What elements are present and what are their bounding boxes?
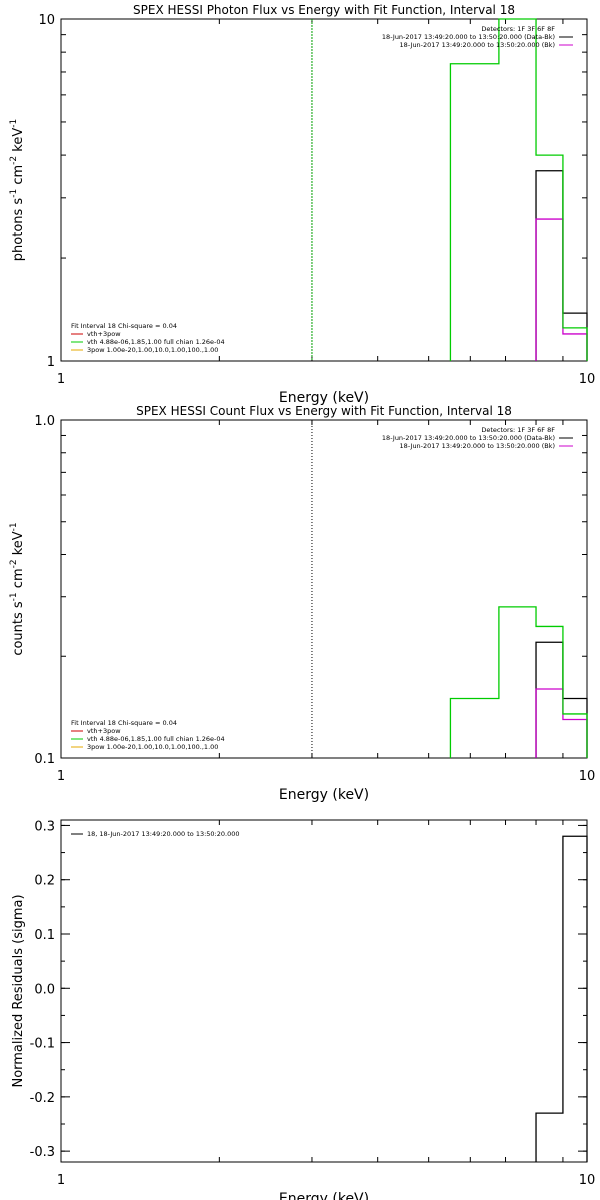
legend-entry-text: vth+3pow bbox=[87, 330, 121, 338]
legend-entry-text: 3pow 1.00e-20,1.00,10.0,1.00,100.,1.00 bbox=[87, 346, 218, 354]
chart-panel-2: SPEX HESSI Count Flux vs Energy with Fit… bbox=[9, 404, 595, 803]
series-line-3 bbox=[449, 18, 588, 361]
y-tick-label: 1 bbox=[47, 355, 55, 370]
y-tick-label: 10 bbox=[38, 13, 55, 28]
series-line-3 bbox=[449, 606, 588, 758]
plot-frame bbox=[60, 819, 588, 1163]
y-tick-label: 0.0 bbox=[34, 982, 55, 997]
legend-entry-text: vth+3pow bbox=[87, 727, 121, 735]
x-tick-label: 1 bbox=[57, 769, 65, 784]
plot-frame bbox=[60, 18, 588, 362]
plot-frame bbox=[60, 419, 588, 759]
legend-entry-text: vth 4.88e-06,1.85,1.00 full chian 1.26e-… bbox=[87, 338, 225, 346]
chart-title: SPEX HESSI Photon Flux vs Energy with Fi… bbox=[133, 3, 515, 17]
x-tick-label: 1 bbox=[57, 1173, 65, 1188]
y-tick-label: 1.0 bbox=[34, 414, 55, 429]
x-axis-label: Energy (keV) bbox=[279, 1191, 369, 1200]
y-tick-label: 0.1 bbox=[34, 752, 55, 767]
y-tick-label: -0.2 bbox=[30, 1091, 55, 1106]
legend-entry-text: 18-Jun-2017 13:49:20.000 to 13:50:20.000… bbox=[382, 434, 555, 442]
chart-panel-3: 1 10 Energy (keV) 0.3 0.2 0.1 0.0 -0.1 -0.2 -0.3 N… bbox=[11, 819, 595, 1200]
legend-entry-text: vth 4.88e-06,1.85,1.00 full chian 1.26e-… bbox=[87, 735, 225, 743]
legend-entry-text: Fit Interval 18 Chi-square = 0.04 bbox=[71, 719, 177, 727]
x-tick-label: 10 bbox=[579, 372, 596, 387]
x-axis-label: Energy (keV) bbox=[279, 787, 369, 803]
series-line-1 bbox=[535, 641, 588, 758]
legend-entry-text: Detectors: 1F 3F 6F 8F bbox=[481, 426, 555, 434]
chart-panel-1: SPEX HESSI Photon Flux vs Energy with Fi… bbox=[9, 3, 595, 406]
legend-entry-text: 18, 18-Jun-2017 13:49:20.000 to 13:50:20… bbox=[87, 830, 239, 838]
x-tick-label: 10 bbox=[579, 769, 596, 784]
y-axis-label: Normalized Residuals (sigma) bbox=[11, 894, 26, 1087]
y-tick-label: -0.3 bbox=[30, 1145, 55, 1160]
series-line-2 bbox=[535, 218, 588, 361]
legend-entry-text: Fit Interval 18 Chi-square = 0.04 bbox=[71, 322, 177, 330]
legend-entry-text: 18-Jun-2017 13:49:20.000 to 13:50:20.000… bbox=[400, 442, 555, 450]
x-axis-label: Energy (keV) bbox=[279, 390, 369, 406]
series-line-1 bbox=[535, 835, 588, 1162]
chart-title: SPEX HESSI Count Flux vs Energy with Fit… bbox=[136, 404, 512, 418]
x-tick-label: 10 bbox=[579, 1173, 596, 1188]
legend-entry-text: 18-Jun-2017 13:49:20.000 to 13:50:20.000… bbox=[382, 33, 555, 41]
y-tick-label: 0.3 bbox=[34, 819, 55, 834]
y-axis-label: counts s-1 cm-2 keV-1 bbox=[9, 522, 26, 655]
y-axis-label: photons s-1 cm-2 keV-1 bbox=[9, 119, 26, 261]
legend-entry-text: Detectors: 1F 3F 6F 8F bbox=[481, 25, 555, 33]
series-line-2 bbox=[535, 688, 588, 758]
series-line-1 bbox=[535, 170, 588, 361]
x-tick-label: 1 bbox=[57, 372, 65, 387]
y-tick-label: 0.2 bbox=[34, 874, 55, 889]
y-tick-label: 0.1 bbox=[34, 928, 55, 943]
legend-entry-text: 18-Jun-2017 13:49:20.000 to 13:50:20.000… bbox=[400, 41, 555, 49]
y-tick-label: -0.1 bbox=[30, 1037, 55, 1052]
legend-entry-text: 3pow 1.00e-20,1.00,10.0,1.00,100.,1.00 bbox=[87, 743, 218, 751]
